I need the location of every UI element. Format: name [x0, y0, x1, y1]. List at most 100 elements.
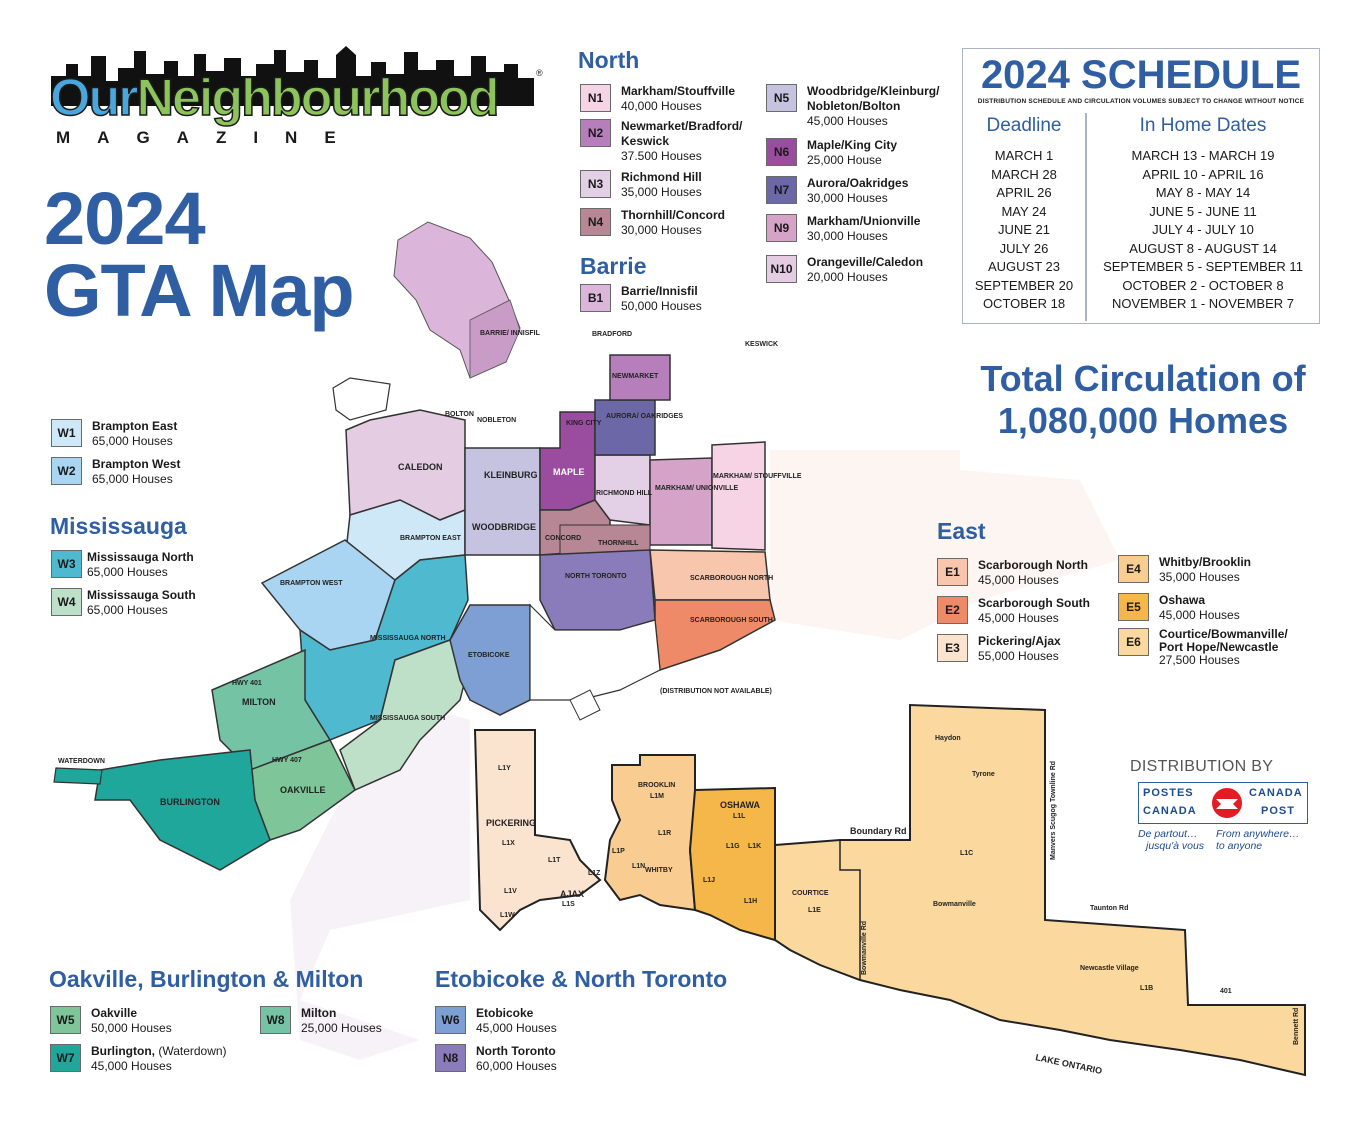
section-title-etobicoke: Etobicoke & North Toronto — [435, 966, 728, 992]
map-label-bowmanville: Bowmanville — [933, 901, 976, 908]
schedule-box: 2024 SCHEDULE DISTRIBUTION SCHEDULE AND … — [962, 48, 1320, 324]
map-label-boundary-rd: Boundary Rd — [850, 826, 907, 836]
map-label-l1x: L1X — [502, 840, 515, 847]
zone-waterdown — [53, 767, 103, 785]
logo-neighbourhood: Neighbourhood — [136, 69, 501, 127]
map-label-l1b: L1B — [1140, 985, 1153, 992]
map-label-mississauga-south: MISSISSAUGA SOUTH — [370, 715, 445, 722]
map-label-l1k: L1K — [748, 843, 761, 850]
zone-markham-stouffville — [711, 441, 766, 551]
legend-code-w1: W1 — [51, 419, 82, 447]
legend-code-n3: N3 — [580, 170, 611, 198]
deadline-date: MARCH 28 — [991, 166, 1057, 182]
cp-canada1: CANADA — [1143, 805, 1197, 817]
map-label-l1y: L1Y — [498, 765, 511, 772]
registered-mark: ® — [536, 68, 543, 78]
legend-w2: W2 Brampton West 65,000 Houses — [51, 457, 180, 487]
skyline-icon — [51, 46, 534, 106]
map-label-oakville: OAKVILLE — [280, 785, 326, 795]
map-label-bolton: BOLTON — [445, 411, 474, 418]
logo-our: Our — [49, 69, 139, 127]
map-label-brampton-east: BRAMPTON EAST — [400, 535, 462, 542]
faded-regions — [290, 450, 1120, 1060]
map-label-thornhill: THORNHILL — [598, 540, 639, 547]
map-label-haydon: Haydon — [935, 735, 961, 742]
map-label-ajax: AJAX — [560, 889, 584, 899]
legend-code-n4: N4 — [580, 208, 611, 236]
legend-b1: B1 Barrie/Innisfil 50,000 Houses — [580, 284, 702, 314]
map-label-l1t: L1T — [548, 857, 561, 864]
map-label-taunton-rd: Taunton Rd — [1090, 905, 1128, 912]
map-label-courtice: COURTICE — [792, 890, 829, 897]
legend-code-n9: N9 — [766, 214, 797, 242]
map-label-keswick: KESWICK — [745, 341, 778, 348]
legend-code-e6: E6 — [1118, 628, 1149, 656]
map-label-l1j: L1J — [703, 877, 715, 884]
inhome-list: MARCH 13 - MARCH 19 APRIL 10 - APRIL 16 … — [1087, 147, 1319, 314]
map-label-etobicoke: ETOBICOKE — [468, 652, 510, 659]
zone-whitby — [603, 754, 697, 912]
map-label-bennett-rd: Bennett Rd — [1293, 1008, 1300, 1045]
schedule-title: 2024 SCHEDULE — [980, 53, 1302, 97]
map-label-markham-stouffville: MARKHAM/ STOUFFVILLE — [713, 473, 802, 480]
map-label-caledon: CALEDON — [398, 462, 443, 472]
inhome-date: OCTOBER 2 - OCTOBER 8 — [1122, 277, 1284, 293]
zone-aurora — [594, 399, 656, 456]
deadline-date: JULY 26 — [999, 240, 1049, 256]
map-label-hwy407: HWY 407 — [272, 757, 302, 764]
legend-n3: N3 Richmond Hill 35,000 Houses — [580, 170, 702, 200]
legend-n10: N10 Orangeville/Caledon 20,000 Houses — [766, 255, 923, 285]
legend-code-w5: W5 — [50, 1006, 81, 1034]
section-title-mississauga: Mississauga — [50, 513, 187, 539]
legend-w6: W6 Etobicoke 45,000 Houses — [435, 1006, 557, 1036]
zone-oshawa — [688, 786, 776, 942]
map-label-l1c: L1C — [960, 850, 973, 857]
canada-post-logo: POSTES CANADA CANADA POST — [1138, 782, 1308, 824]
map-label-brooklin: BROOKLIN — [638, 782, 675, 789]
legend-w3: W3 Mississauga North 65,000 Houses — [51, 550, 194, 580]
legend-e5: E5 Oshawa 45,000 Houses — [1118, 593, 1240, 623]
zone-not-available — [529, 603, 661, 701]
legend-n7: N7 Aurora/Oakridges 30,000 Houses — [766, 176, 908, 206]
zone-woodbridge — [464, 447, 541, 556]
map-label-scarborough-south: SCARBOROUGH SOUTH — [690, 617, 773, 624]
total-line1: Total Circulation of — [980, 358, 1306, 399]
deadline-header: Deadline — [986, 115, 1062, 136]
map-label-king-city: KING CITY — [566, 420, 602, 427]
legend-code-n7: N7 — [766, 176, 797, 204]
map-label-richmond-hill: RICHMOND HILL — [596, 490, 653, 497]
map-label-aurora: AURORA/ OAKRIDGES — [606, 413, 683, 420]
section-title-oakville: Oakville, Burlington & Milton — [49, 966, 364, 992]
map-label-dist-na: (DISTRIBUTION NOT AVAILABLE) — [660, 688, 772, 695]
legend-e3: E3 Pickering/Ajax 55,000 Houses — [937, 634, 1061, 664]
map-label-lake: LAKE ONTARIO — [1035, 1052, 1103, 1076]
deadline-date: OCTOBER 18 — [982, 296, 1066, 311]
map-label-burlington: BURLINGTON — [160, 797, 220, 807]
map-label-kleinburg: KLEINBURG — [484, 470, 538, 480]
map-label-maple: MAPLE — [553, 467, 585, 477]
legend-code-w4: W4 — [51, 588, 82, 616]
legend-code-w8: W8 — [260, 1006, 291, 1034]
legend-n8: N8 North Toronto 60,000 Houses — [435, 1044, 557, 1074]
inhome-date: MARCH 13 - MARCH 19 — [1131, 148, 1275, 163]
zone-bowmanville — [774, 703, 1306, 1077]
legend-w1: W1 Brampton East 65,000 Houses — [51, 419, 177, 449]
legend-code-e5: E5 — [1118, 593, 1149, 621]
map-label-manvers: Manvers Scugog Townline Rd — [1050, 761, 1057, 860]
legend-code-w2: W2 — [51, 457, 82, 485]
map-label-l1m: L1M — [650, 793, 664, 800]
legend-e2: E2 Scarborough South 45,000 Houses — [937, 596, 1090, 626]
legend-w7: W7 Burlington, (Waterdown) 45,000 Houses — [50, 1044, 227, 1074]
legend-n5: N5 Woodbridge/Kleinburg/ Nobleton/Bolton… — [766, 84, 957, 129]
legend-n2: N2 Newmarket/Bradford/ Keswick 37.500 Hou… — [580, 119, 761, 164]
map-label-l1g: L1G — [726, 843, 740, 850]
map-label-l1w: L1W — [500, 912, 515, 919]
logo: OurNeighbourhood ® MAGAZINE — [46, 46, 546, 156]
legend-code-n1: N1 — [580, 84, 611, 112]
inhome-date: JUNE 5 - JUNE 11 — [1149, 203, 1257, 219]
map-label-barrie: BARRIE/ INNISFIL — [480, 330, 541, 337]
map-label-oshawa: OSHAWA — [720, 800, 761, 810]
map-label-tyrone: Tyrone — [972, 771, 995, 778]
deadline-date: JUNE 21 — [997, 222, 1051, 237]
distribution-label: DISTRIBUTION BY — [1130, 758, 1274, 775]
